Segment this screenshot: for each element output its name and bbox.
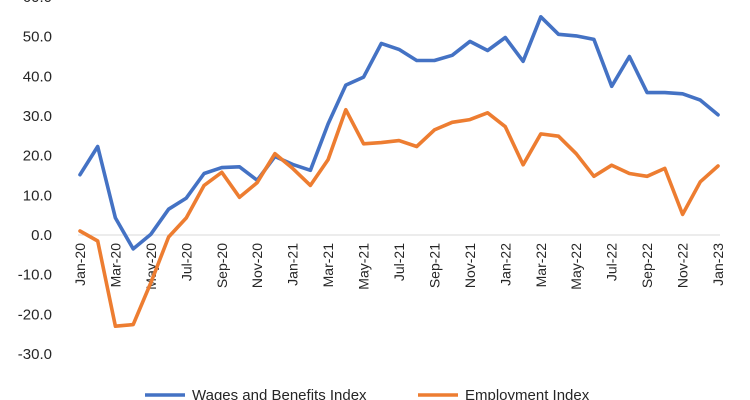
y-tick-label: -10.0 xyxy=(18,267,52,284)
y-tick-label: 40.0 xyxy=(23,68,52,85)
series-line-2 xyxy=(78,107,720,329)
x-tick-label: Jan-20 xyxy=(72,243,88,286)
y-axis-tick-labels: 60.0 50.0 40.0 30.0 20.0 10.0 0.0 -10.0 -20.0 -30… xyxy=(18,0,52,363)
x-tick-label: Sep-21 xyxy=(426,243,442,288)
y-tick-label: 0.0 xyxy=(31,227,52,244)
x-tick-label: May-22 xyxy=(568,243,584,290)
x-tick-label: Nov-21 xyxy=(462,243,478,288)
x-tick-label: Mar-21 xyxy=(320,243,336,288)
x-tick-label: Sep-22 xyxy=(639,243,655,288)
x-axis-tick-labels: Jan-20 Mar-20 May-20 Jul-20 Sep-20 Nov-20 Jan-… xyxy=(72,243,726,290)
x-tick-label: May-21 xyxy=(356,243,372,290)
x-tick-label: Jan-22 xyxy=(497,243,513,286)
x-tick-label: Jul-21 xyxy=(391,243,407,281)
y-tick-label: 10.0 xyxy=(23,187,52,204)
legend-label-2: Employment Index xyxy=(465,387,590,400)
x-tick-label: Mar-20 xyxy=(107,243,123,288)
x-tick-label: Sep-20 xyxy=(214,243,230,288)
y-tick-label: 60.0 xyxy=(23,0,52,6)
x-tick-label: Jan-21 xyxy=(285,243,301,286)
x-tick-label: Jul-22 xyxy=(604,243,620,281)
y-tick-label: 50.0 xyxy=(23,29,52,46)
legend: Wages and Benefits Index Employment Index xyxy=(145,387,590,400)
x-tick-label: Nov-20 xyxy=(249,243,265,288)
y-tick-label: 20.0 xyxy=(23,148,52,165)
x-tick-label: May-20 xyxy=(143,243,159,290)
y-tick-label: 30.0 xyxy=(23,108,52,125)
series-lines xyxy=(78,14,720,329)
x-tick-label: Jan-23 xyxy=(710,243,726,286)
x-tick-label: Jul-20 xyxy=(178,243,194,281)
y-tick-label: -30.0 xyxy=(18,346,52,363)
series-line-1 xyxy=(78,14,720,251)
x-tick-label: Mar-22 xyxy=(533,243,549,288)
legend-label-1: Wages and Benefits Index xyxy=(192,387,367,400)
x-tick-label: Nov-22 xyxy=(675,243,691,288)
y-tick-label: -20.0 xyxy=(18,306,52,323)
